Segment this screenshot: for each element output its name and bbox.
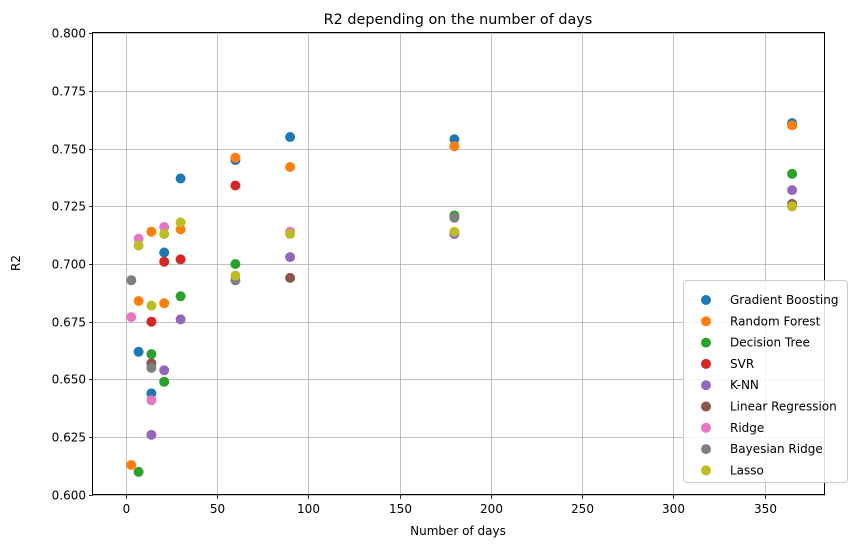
- ridge-point: [146, 395, 157, 406]
- random-forest-point: [449, 141, 460, 152]
- ridge-point: [133, 233, 144, 244]
- legend-box: [683, 280, 848, 483]
- decision-tree-point: [133, 466, 144, 477]
- legend-marker-random-forest: [701, 316, 711, 327]
- lasso-point: [175, 217, 186, 228]
- k-nn-point: [787, 185, 798, 196]
- decision-tree-point: [159, 376, 170, 387]
- x-tick-label: 0: [123, 502, 131, 516]
- x-tick-label: 200: [480, 502, 503, 516]
- legend-marker-linear-regression: [701, 401, 711, 412]
- gradient-boosting-point: [175, 173, 186, 184]
- ticks-layer: 0 50 100 150 200 250 300 350 0.600 0.625 0.650 0.67…: [52, 27, 777, 517]
- legend-label-lasso: Lasso: [730, 463, 764, 477]
- gradient-boosting-point: [285, 132, 296, 142]
- lasso-point: [449, 226, 460, 237]
- legend-label-linear-regression: Linear Regression: [730, 400, 837, 414]
- legend-marker-ridge: [701, 422, 711, 433]
- points-layer: [126, 118, 798, 477]
- random-forest-point: [133, 296, 144, 306]
- bayesian-ridge-point: [146, 362, 157, 373]
- y-tick-label: 0.750: [52, 143, 86, 157]
- svr-point: [175, 254, 186, 265]
- gradient-boosting-point: [133, 346, 144, 357]
- x-axis-label: Number of days: [410, 524, 506, 538]
- y-tick-label: 0.675: [52, 316, 86, 330]
- random-forest-point: [787, 120, 798, 131]
- ridge-point: [126, 312, 137, 323]
- y-tick-label: 0.650: [52, 373, 86, 387]
- k-nn-point: [146, 429, 157, 440]
- legend-label-random-forest: Random Forest: [730, 314, 821, 328]
- y-tick-label: 0.775: [52, 85, 86, 99]
- linear-regression-point: [285, 272, 296, 283]
- k-nn-point: [285, 252, 296, 263]
- legend-items: Gradient Boosting Random Forest Decision T…: [701, 293, 838, 477]
- legend-label-decision-tree: Decision Tree: [730, 336, 810, 350]
- x-tick-label: 350: [754, 502, 777, 516]
- k-nn-point: [159, 365, 170, 376]
- legend-marker-svr: [701, 358, 711, 369]
- x-tick-label: 250: [571, 502, 594, 516]
- random-forest-point: [126, 460, 137, 470]
- random-forest-point: [285, 162, 296, 172]
- legend-label-bayesian-ridge: Bayesian Ridge: [730, 442, 823, 456]
- random-forest-point: [146, 226, 157, 237]
- lasso-point: [146, 300, 157, 311]
- k-nn-point: [175, 314, 186, 325]
- legend-label-svr: SVR: [730, 357, 754, 371]
- chart-title: R2 depending on the number of days: [324, 12, 593, 28]
- svr-point: [146, 316, 157, 327]
- legend-label-ridge: Ridge: [730, 421, 764, 435]
- gradient-boosting-point: [146, 388, 157, 399]
- legend-label-gradient-boosting: Gradient Boosting: [730, 293, 838, 307]
- ridge-point: [159, 222, 170, 232]
- y-tick-label: 0.725: [52, 200, 86, 214]
- gradient-boosting-point: [449, 134, 460, 145]
- legend-marker-decision-tree: [701, 337, 711, 348]
- y-tick-label: 0.700: [52, 258, 86, 272]
- x-tick-label: 150: [389, 502, 412, 516]
- y-tick-label: 0.600: [52, 489, 86, 503]
- legend-marker-k-nn: [701, 380, 711, 391]
- y-tick-label: 0.625: [52, 431, 86, 445]
- legend: Gradient Boosting Random Forest Decision T…: [683, 280, 848, 483]
- random-forest-point: [230, 152, 241, 163]
- y-axis-label: R2: [9, 255, 23, 271]
- decision-tree-point: [787, 168, 798, 179]
- lasso-point: [230, 270, 241, 281]
- bayesian-ridge-point: [126, 275, 137, 286]
- legend-marker-lasso: [701, 465, 711, 476]
- svr-point: [230, 180, 241, 191]
- legend-label-k-nn: K-NN: [730, 378, 759, 392]
- bayesian-ridge-point: [449, 212, 460, 223]
- lasso-point: [787, 201, 798, 212]
- decision-tree-point: [175, 291, 186, 302]
- legend-marker-gradient-boosting: [701, 295, 711, 305]
- random-forest-point: [175, 224, 186, 235]
- svr-point: [159, 256, 170, 267]
- lasso-point: [159, 229, 170, 239]
- x-tick-label: 300: [662, 502, 685, 516]
- x-tick-label: 50: [210, 502, 225, 516]
- decision-tree-point: [146, 349, 157, 360]
- y-tick-label: 0.800: [52, 27, 86, 41]
- lasso-point: [285, 229, 296, 239]
- random-forest-point: [159, 298, 170, 309]
- plot-frame: [92, 32, 825, 495]
- legend-marker-bayesian-ridge: [701, 444, 711, 455]
- lasso-point: [133, 240, 144, 251]
- gradient-boosting-point: [159, 247, 170, 258]
- decision-tree-point: [230, 259, 241, 269]
- grid-layer: [93, 33, 825, 496]
- x-tick-label: 100: [297, 502, 320, 516]
